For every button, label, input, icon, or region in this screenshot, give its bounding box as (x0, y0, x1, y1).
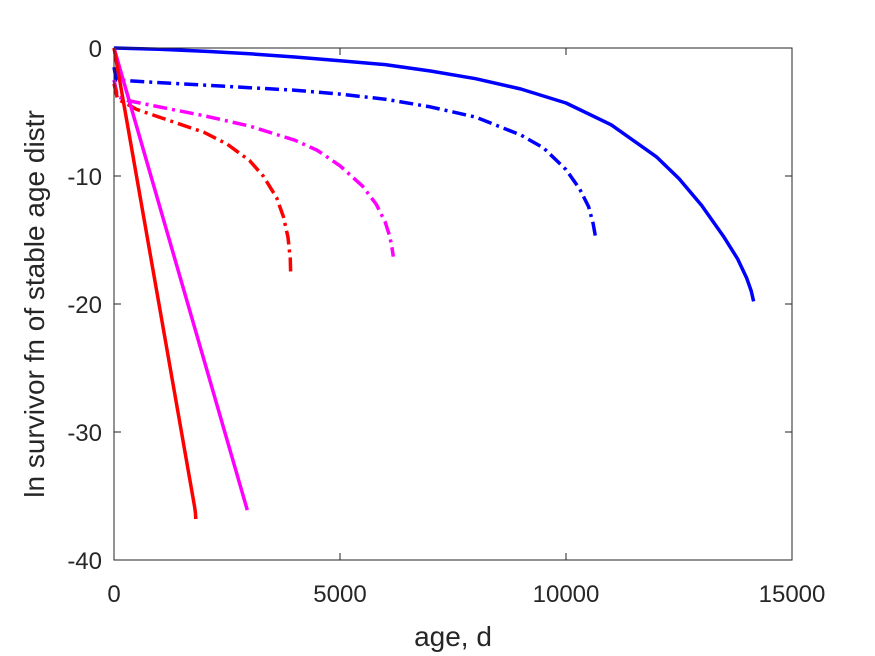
series-line-1 (113, 46, 756, 302)
x-tick-label: 10000 (533, 581, 600, 608)
plot-lines (112, 46, 756, 520)
x-tick-label: 0 (107, 581, 120, 608)
y-tick-label: -40 (67, 548, 102, 575)
x-axis-label: age, d (414, 621, 492, 652)
y-axis-label: ln survivor fn of stable age distr (19, 110, 50, 498)
y-tick-label: 0 (89, 36, 102, 63)
series-line-5 (112, 47, 249, 511)
series-line-3 (112, 79, 396, 257)
y-axis-ticks: 0 -10 -20 -30 -40 (67, 36, 792, 575)
x-axis-ticks: 0 5000 10000 15000 (107, 48, 825, 608)
series-line-2 (112, 66, 598, 237)
y-tick-label: -10 (67, 164, 102, 191)
x-tick-label: 15000 (759, 581, 826, 608)
series-line-4 (112, 83, 293, 276)
plot-area-box (113, 47, 793, 561)
x-tick-label: 5000 (313, 581, 366, 608)
series-line-6 (112, 47, 198, 520)
y-tick-label: -30 (67, 420, 102, 447)
y-tick-label: -20 (67, 292, 102, 319)
